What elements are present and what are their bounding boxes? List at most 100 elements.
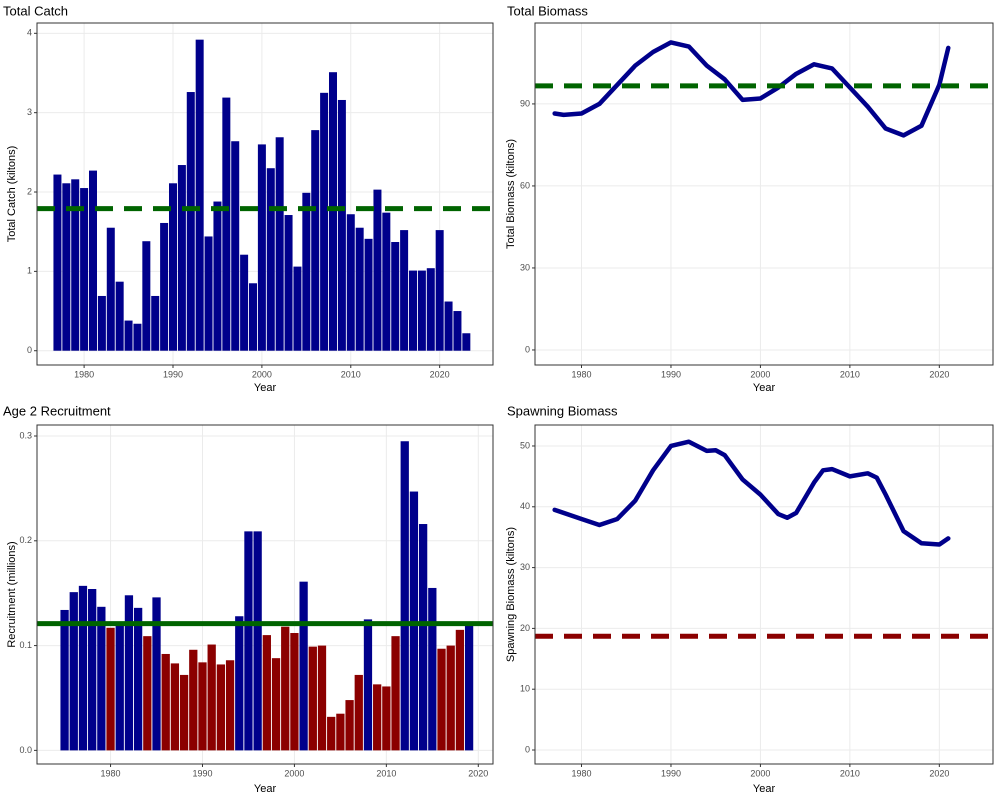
- bar: [308, 646, 317, 751]
- bar: [115, 281, 124, 351]
- bar: [391, 242, 400, 351]
- x-axis-title: Year: [254, 783, 277, 795]
- x-tick-label: 1980: [572, 768, 592, 778]
- bar: [240, 254, 249, 351]
- panel-title: Spawning Biomass: [507, 403, 618, 418]
- bar: [302, 192, 311, 351]
- bar: [346, 214, 355, 351]
- bar: [244, 531, 253, 751]
- x-tick-label: 1990: [661, 369, 681, 379]
- y-tick-label: 2: [27, 186, 32, 196]
- x-tick-label: 1990: [661, 768, 681, 778]
- bar: [88, 588, 97, 751]
- bar: [299, 581, 308, 751]
- bar: [143, 636, 152, 751]
- bar: [464, 625, 474, 751]
- bar: [363, 619, 373, 751]
- bar: [231, 141, 240, 351]
- bar: [382, 686, 391, 751]
- x-tick-label: 1990: [163, 369, 183, 379]
- x-tick-label: 1980: [572, 369, 592, 379]
- bar: [336, 713, 345, 751]
- bar: [257, 144, 266, 351]
- y-tick-label: 0.2: [19, 535, 32, 545]
- bar: [151, 295, 160, 351]
- y-tick-label: 50: [520, 440, 530, 450]
- bar: [266, 168, 275, 351]
- x-axis-title: Year: [254, 382, 277, 394]
- bar: [446, 645, 455, 751]
- bar: [409, 491, 419, 751]
- bar: [235, 616, 244, 751]
- bar: [60, 609, 69, 751]
- bar: [290, 633, 299, 751]
- bar: [354, 674, 363, 751]
- bar: [133, 607, 143, 751]
- y-tick-label: 3: [27, 107, 32, 117]
- y-tick-label: 10: [520, 684, 530, 694]
- y-axis-title: Spawning Biomass (kiltons): [505, 527, 517, 662]
- bar: [78, 585, 88, 751]
- bar: [281, 626, 290, 751]
- x-tick-label: 2020: [929, 369, 949, 379]
- bar: [97, 606, 106, 751]
- bar: [400, 441, 409, 751]
- x-axis-title: Year: [753, 382, 776, 394]
- bar: [207, 644, 216, 751]
- bar: [115, 623, 124, 751]
- bar: [391, 636, 400, 751]
- panel: Total Catch 0 1 2 3 4 1980 1990 2000 2010 2020 Year…: [3, 3, 494, 394]
- bar: [142, 241, 151, 351]
- bar: [337, 99, 346, 351]
- y-tick-label: 40: [520, 501, 530, 511]
- y-tick-label: 0: [525, 744, 530, 754]
- x-tick-label: 1990: [192, 768, 212, 778]
- bar: [225, 660, 235, 751]
- line: [552, 439, 951, 547]
- y-tick-label: 0.0: [19, 745, 32, 755]
- x-tick-label: 2000: [252, 369, 272, 379]
- x-tick-label: 2010: [376, 768, 396, 778]
- bar: [355, 227, 364, 351]
- y-axis-title: Recruitment (millions): [6, 541, 18, 647]
- bar: [293, 266, 302, 351]
- plot-background: [535, 23, 993, 365]
- bar: [124, 595, 134, 751]
- bar: [80, 188, 89, 351]
- x-tick-label: 2000: [750, 369, 770, 379]
- bar: [437, 648, 446, 751]
- x-tick-label: 2000: [284, 768, 304, 778]
- bar: [435, 230, 444, 351]
- panel-title: Age 2 Recruitment: [3, 403, 111, 418]
- x-tick-label: 2000: [750, 768, 770, 778]
- y-tick-label: 90: [520, 98, 530, 108]
- bar: [177, 165, 186, 351]
- plot-border: [36, 22, 494, 366]
- bar: [133, 323, 142, 351]
- y-tick-label: 1: [27, 266, 32, 276]
- bar: [189, 649, 198, 751]
- panel-title: Total Catch: [3, 3, 68, 18]
- bar: [186, 92, 195, 351]
- x-tick-label: 2010: [840, 369, 860, 379]
- bar: [409, 270, 417, 351]
- y-axis-title: Total Catch (kiltons): [6, 146, 18, 243]
- bar: [327, 716, 336, 751]
- bar: [198, 662, 207, 751]
- bar: [222, 97, 231, 351]
- bar: [444, 301, 453, 351]
- x-tick-label: 1980: [74, 369, 94, 379]
- bar: [62, 183, 71, 351]
- bar: [428, 587, 437, 751]
- panel: Age 2 Recruitment 0.0 0.1 0.2 0.3 1980 1990 200…: [3, 403, 494, 795]
- panel-title: Total Biomass: [507, 3, 588, 18]
- x-tick-label: 2020: [929, 768, 949, 778]
- bar: [455, 629, 465, 751]
- bar: [169, 183, 177, 351]
- panel: Spawning Biomass 0 10 20 30 40 50 1980 1990 2000 2…: [505, 403, 994, 795]
- bar: [364, 238, 373, 351]
- y-tick-label: 30: [520, 262, 530, 272]
- bar: [275, 137, 284, 351]
- bar: [216, 664, 226, 751]
